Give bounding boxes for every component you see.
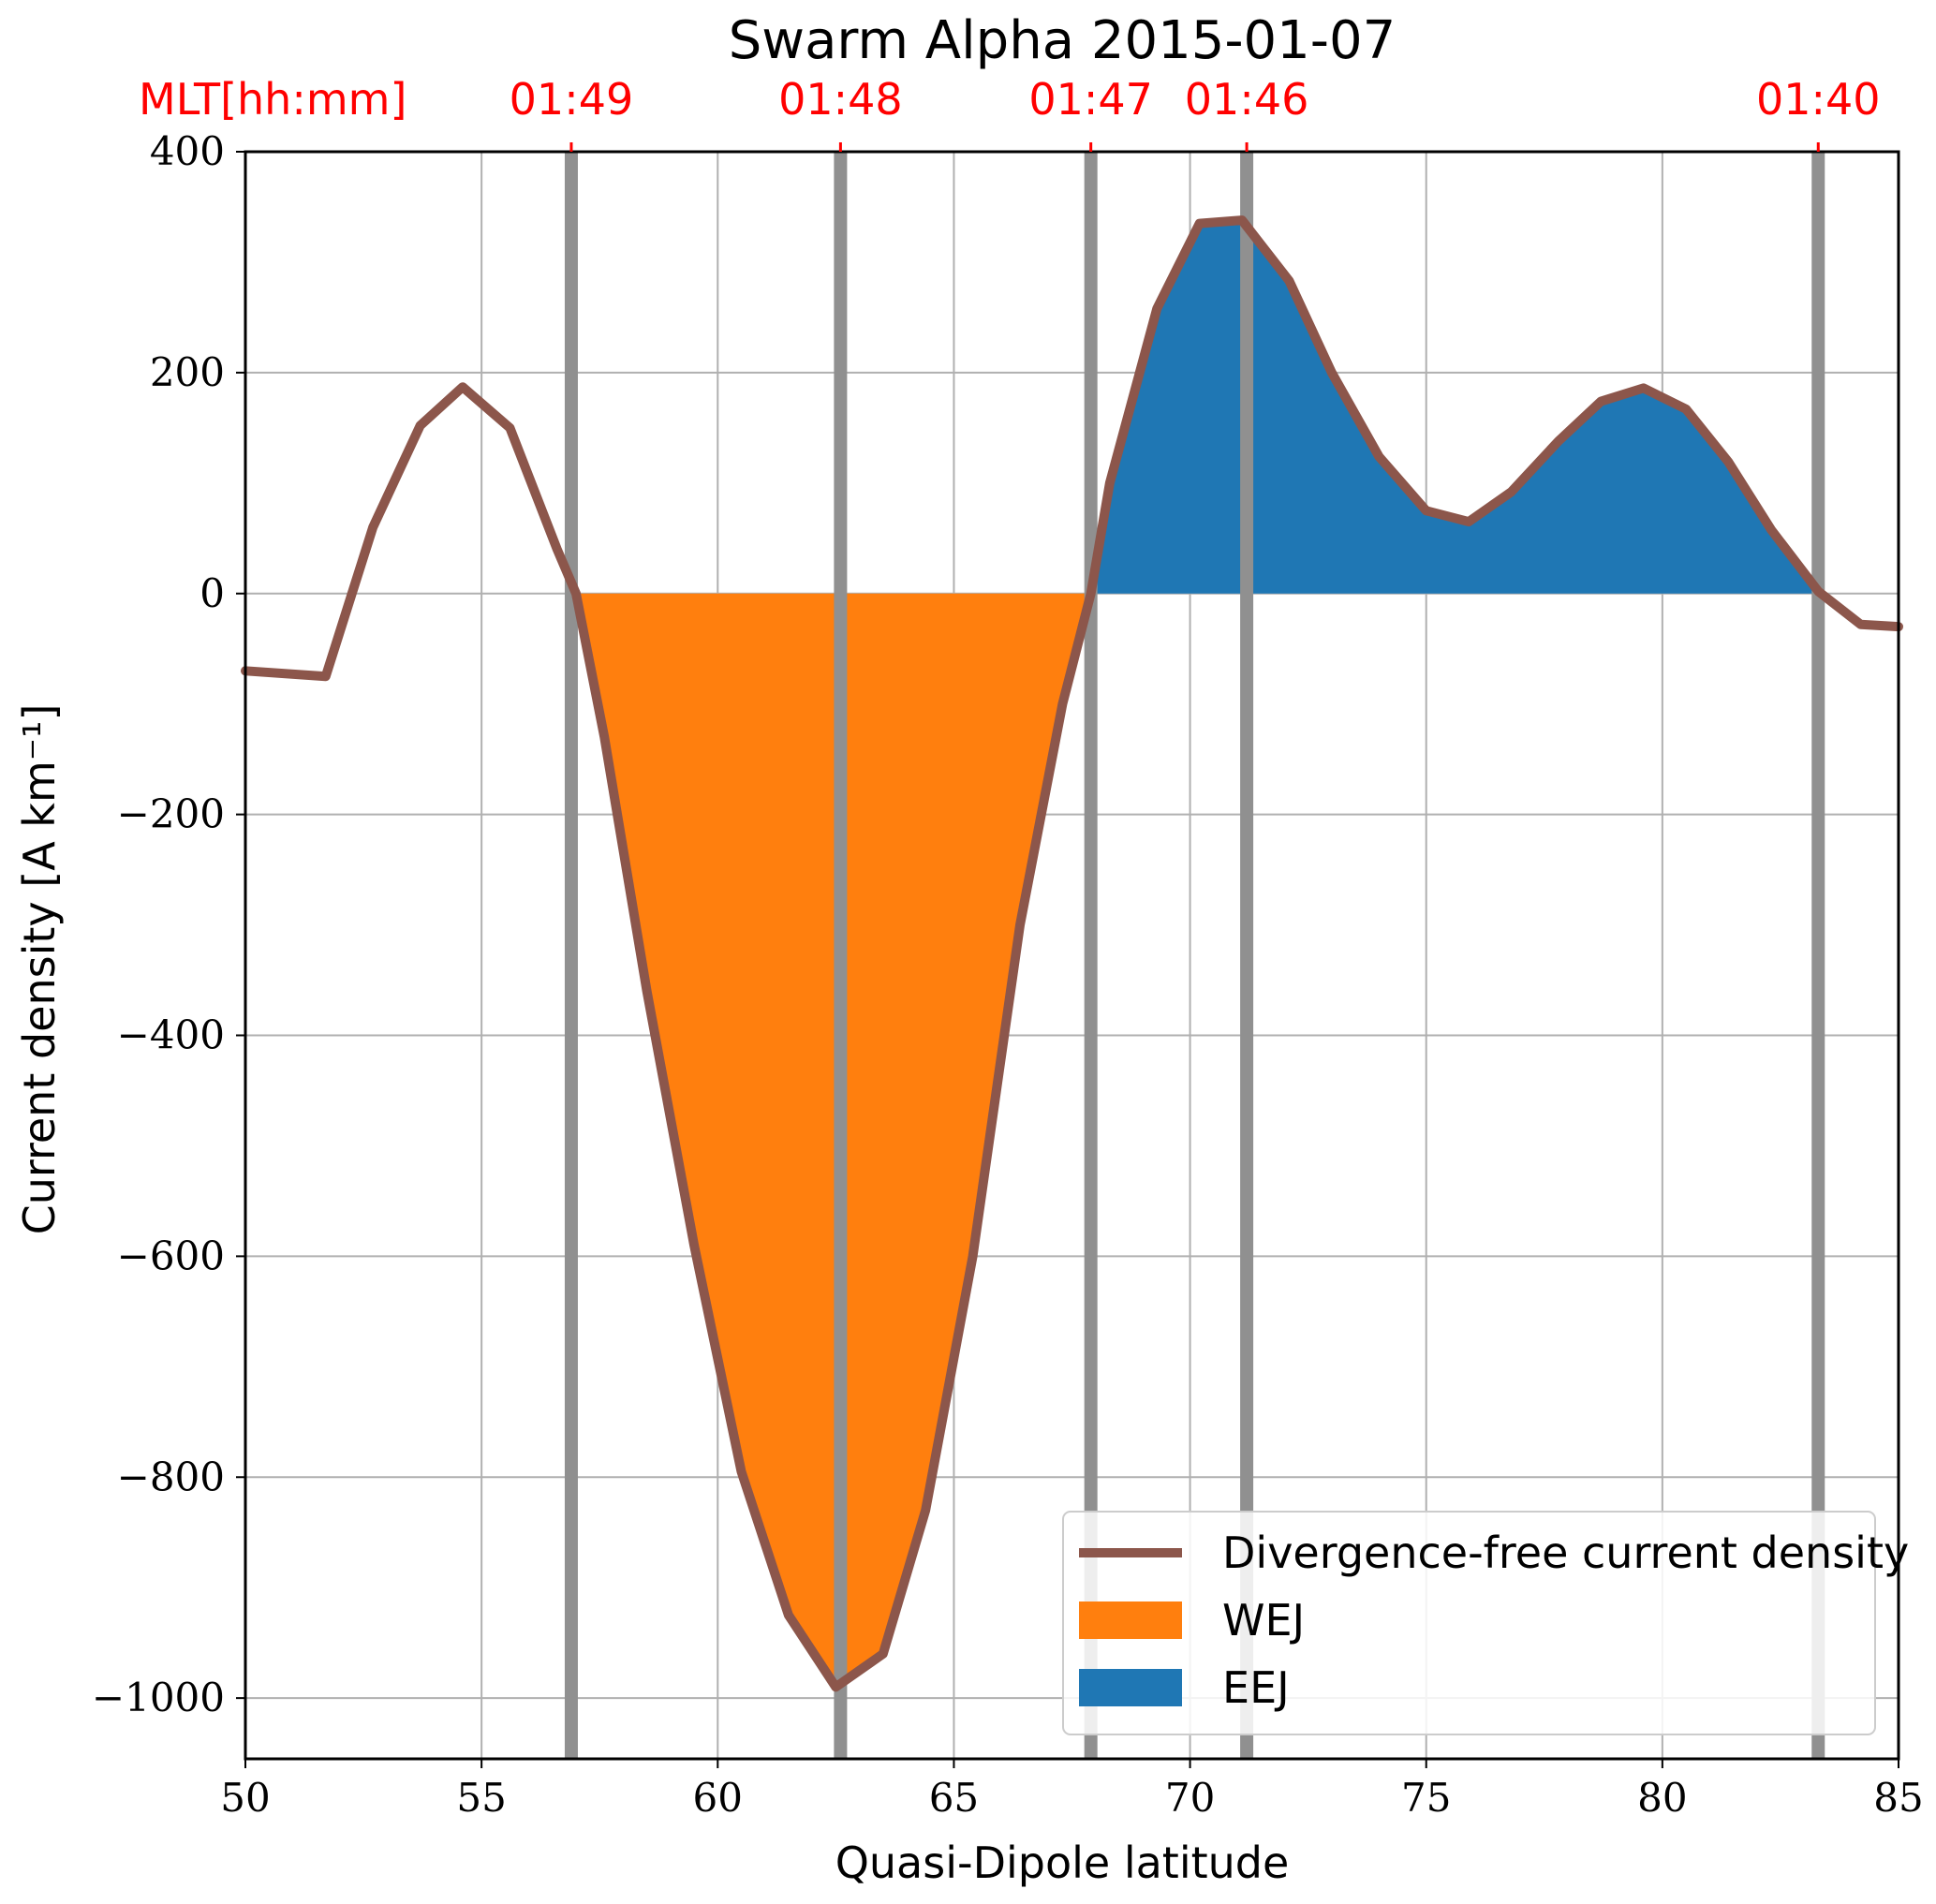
mlt-tick-label: 01:49 <box>510 74 634 125</box>
legend-swatch-eej <box>1079 1669 1182 1706</box>
legend-label: Divergence-free current density <box>1222 1528 1909 1578</box>
y-tick-label: 200 <box>150 349 225 395</box>
legend-label: EEJ <box>1222 1662 1290 1713</box>
mlt-tick-label: 01:46 <box>1185 74 1309 125</box>
x-tick-label: 85 <box>1873 1775 1923 1821</box>
y-tick-label: −800 <box>117 1454 225 1499</box>
series-layer <box>241 215 1903 1692</box>
mlt-tick-label: 01:47 <box>1028 74 1153 125</box>
fill-wej <box>576 593 1091 1688</box>
x-tick-label: 55 <box>456 1775 506 1821</box>
y-tick-label: −200 <box>117 791 225 837</box>
x-axis-label: Quasi-Dipole latitude <box>835 1838 1290 1888</box>
x-tick-label: 60 <box>693 1775 743 1821</box>
fill-eej <box>1090 220 1819 594</box>
series-line <box>241 215 1903 1692</box>
legend-swatch-wej <box>1079 1601 1182 1639</box>
x-tick-label: 70 <box>1165 1775 1215 1821</box>
boundary-lines <box>564 152 1825 1759</box>
y-axis-ticks: −1000 −800 −600 −400 −200 0 200 400 <box>92 128 245 1720</box>
mlt-axis-ticks: 01:49 01:48 01:47 01:46 01:40 <box>510 74 1881 152</box>
plot-frame <box>244 150 1900 1761</box>
mlt-tick-label: 01:48 <box>778 74 903 125</box>
x-tick-label: 50 <box>220 1775 270 1821</box>
mlt-tick-label: 01:40 <box>1756 74 1881 125</box>
y-axis-label: Current density [A km⁻¹] <box>14 704 65 1235</box>
x-tick-label: 75 <box>1401 1775 1451 1821</box>
x-tick-label: 80 <box>1637 1775 1687 1821</box>
y-tick-label: −400 <box>117 1012 225 1058</box>
y-tick-label: −1000 <box>92 1675 225 1720</box>
x-axis-ticks: 50 55 60 65 70 75 80 85 <box>220 1759 1924 1821</box>
y-tick-label: −600 <box>117 1232 225 1278</box>
fills <box>576 220 1819 1688</box>
y-tick-label: 0 <box>200 570 225 616</box>
legend-box <box>1062 1511 1876 1735</box>
x-tick-label: 65 <box>929 1775 979 1821</box>
legend: Divergence-free current density WEJ EEJ <box>1062 1511 1909 1735</box>
mlt-axis-label: MLT[hh:mm] <box>139 74 406 125</box>
legend-label: WEJ <box>1222 1595 1305 1646</box>
chart-title: Swarm Alpha 2015-01-07 <box>729 10 1397 71</box>
y-tick-label: 400 <box>150 128 225 174</box>
